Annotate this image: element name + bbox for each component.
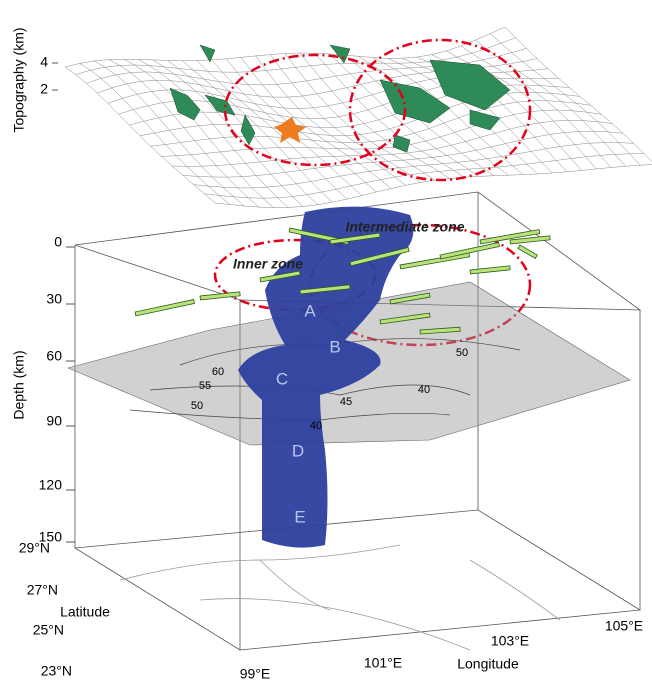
segment-label: C <box>276 369 288 388</box>
contour-label: 40 <box>418 384 430 396</box>
mesh-line <box>241 57 391 188</box>
tick-label: 2 <box>40 81 48 97</box>
tick-label: 105°E <box>605 618 643 634</box>
patch <box>380 80 450 123</box>
tick-label: 29°N <box>19 540 50 556</box>
axis-label: Topography (km) <box>11 27 27 132</box>
contour-label: 55 <box>199 380 211 392</box>
tick-label: 120 <box>39 477 63 493</box>
tick-label: 101°E <box>364 655 402 671</box>
axis-label: Latitude <box>60 604 110 620</box>
figure: Topography (km) Depth (km) Latitude Long… <box>0 0 652 685</box>
zone-label: Intermediate zone <box>345 219 464 235</box>
patch <box>241 115 255 145</box>
box-bottom <box>75 510 640 650</box>
patch <box>470 110 500 130</box>
fault <box>518 245 537 258</box>
topography-mesh <box>65 27 652 208</box>
mesh-line <box>138 59 288 207</box>
contour-label: 40 <box>310 420 322 432</box>
mesh-line <box>194 143 634 188</box>
zone-label: Inner zone <box>233 256 303 272</box>
segment-label: B <box>329 337 340 356</box>
fault <box>135 300 195 316</box>
mesh-line <box>140 92 580 136</box>
tick-label: 103°E <box>491 633 529 649</box>
mesh-line <box>182 61 332 203</box>
mesh-line <box>153 60 303 207</box>
mesh-line <box>490 34 640 166</box>
tick-label: 60 <box>46 348 62 364</box>
mesh-line <box>161 110 601 156</box>
fault <box>470 266 510 274</box>
tick-label: 27°N <box>27 582 58 598</box>
contour-label: 50 <box>456 347 468 359</box>
mesh-line <box>197 61 347 200</box>
tick-label: 90 <box>46 413 62 429</box>
mesh-line <box>204 154 644 199</box>
patch <box>200 45 215 62</box>
segment-label: A <box>304 301 316 320</box>
mesh-line <box>270 55 420 183</box>
tick-label: 0 <box>54 234 62 250</box>
contour-label: 50 <box>191 400 203 412</box>
patch <box>393 135 410 152</box>
axis-label: Depth (km) <box>11 350 27 419</box>
mesh-line <box>94 61 244 206</box>
mesh-line <box>476 40 626 166</box>
mesh-line <box>65 67 215 203</box>
contour-label: 60 <box>212 366 224 378</box>
mesh-line <box>80 63 230 204</box>
axis-label: Longitude <box>457 656 519 672</box>
tick-label: 4 <box>40 54 48 70</box>
contour-label: 45 <box>340 396 352 408</box>
mesh-line <box>256 56 406 185</box>
tick-label: 99°E <box>240 666 271 682</box>
segment-label: D <box>292 441 304 460</box>
mesh-line <box>172 120 612 166</box>
tick-label: 23°N <box>41 663 72 679</box>
patch <box>170 88 200 120</box>
segment-label: E <box>294 507 305 526</box>
tick-label: 25°N <box>33 622 64 638</box>
tick-label: 30 <box>46 291 62 307</box>
